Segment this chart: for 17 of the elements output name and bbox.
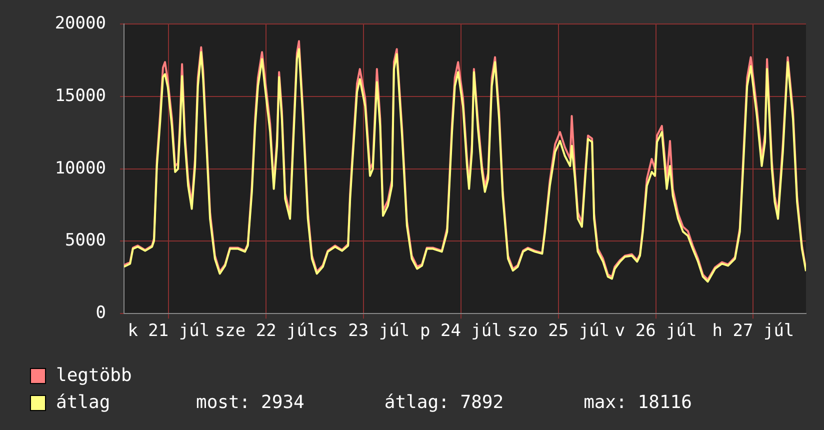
legend-label: átlag: [56, 391, 112, 415]
x-tick-label: h 27 júl: [712, 321, 794, 342]
y-tick-label: 20000: [54, 14, 106, 34]
text: max: 18116: [584, 391, 692, 415]
text: most: 2934: [196, 391, 304, 415]
text: átlag: 7892: [384, 391, 504, 415]
x-tick-label: sze 22 júl: [214, 321, 318, 342]
x-tick-label: p 24 júl: [420, 321, 502, 342]
legend-label: legtöbb: [56, 364, 133, 388]
x-tick-label: k 21 júl: [128, 321, 210, 342]
x-tick-label: cs 23 júl: [317, 321, 410, 342]
x-tick-label: v 26 júl: [614, 321, 697, 342]
x-tick-label: szo 25 júl: [507, 321, 610, 342]
y-tick-label: 10000: [54, 158, 106, 178]
y-tick-label: 0: [96, 303, 106, 324]
y-tick-label: 15000: [54, 86, 106, 106]
y-tick-label: 5000: [65, 230, 106, 251]
